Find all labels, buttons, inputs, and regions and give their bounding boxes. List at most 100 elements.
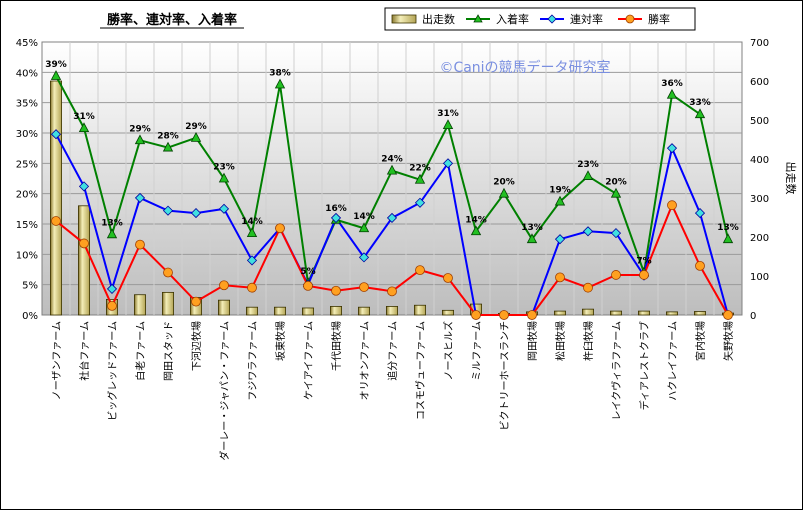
y-tick-label: 0% — [22, 311, 38, 322]
triangle-marker — [610, 187, 622, 198]
circle-marker — [471, 310, 481, 320]
data-label: 23% — [213, 163, 235, 173]
diamond-marker — [694, 208, 706, 219]
data-label: 19% — [549, 186, 571, 196]
category-label: ビクトリーホースランチ — [499, 321, 511, 431]
triangle-marker — [50, 70, 62, 80]
circle-marker — [135, 239, 145, 250]
y2-tick-label: 700 — [750, 38, 769, 49]
data-label: 38% — [269, 68, 291, 78]
triangle-marker — [162, 141, 174, 152]
y2-tick-label: 0 — [750, 311, 756, 322]
triangle-marker — [470, 225, 482, 236]
diamond-marker — [330, 212, 342, 223]
circle-marker — [443, 273, 453, 283]
circle-marker — [191, 296, 201, 307]
y-tick-label: 25% — [16, 159, 38, 170]
triangle-marker — [386, 164, 398, 175]
y2-tick-label: 500 — [750, 116, 769, 127]
category-label: フジワラファーム — [247, 321, 259, 401]
category-label: 白老ファーム — [134, 321, 147, 381]
data-label: 5% — [300, 267, 315, 277]
bar — [78, 205, 91, 316]
y-tick-label: 10% — [16, 250, 38, 261]
circle-marker — [107, 300, 117, 311]
triangle-marker — [414, 173, 426, 184]
y2-tick-label: 100 — [750, 272, 769, 283]
circle-marker — [611, 270, 621, 280]
data-label: 29% — [129, 124, 151, 134]
circle-marker — [275, 223, 285, 234]
category-label: ダーレー・ジャパン・ファーム — [218, 321, 231, 461]
y2-axis-label: 出走数 — [784, 162, 798, 195]
data-label: 20% — [493, 178, 515, 188]
circle-marker — [555, 272, 565, 283]
y2-tick-label: 400 — [750, 155, 769, 166]
diamond-marker — [442, 158, 454, 169]
bar — [441, 309, 454, 316]
data-label: 33% — [689, 98, 711, 108]
category-label: ミルファーム — [471, 321, 483, 381]
y2-tick-label: 600 — [750, 77, 769, 88]
category-label: ケイアイファーム — [303, 321, 315, 400]
category-label: ビッグレッドファーム — [106, 321, 119, 421]
diamond-marker — [246, 255, 258, 266]
bar — [329, 306, 342, 316]
circle-marker — [51, 216, 61, 226]
circle-marker — [583, 282, 593, 293]
y-tick-label: 40% — [16, 68, 38, 79]
bar — [638, 310, 651, 316]
bar — [582, 308, 595, 316]
category-label: 岡田スタッド — [163, 321, 175, 381]
chart-title: 勝率、連対率、入着率 — [107, 12, 237, 28]
y-tick-label: 30% — [16, 129, 38, 140]
category-label: 矢野牧場 — [722, 321, 735, 361]
legend-marker — [547, 14, 557, 24]
legend-swatch — [391, 14, 417, 24]
category-label: ハクレイファーム — [667, 321, 679, 401]
category-label: レイクヴィラファーム — [610, 321, 623, 421]
y-tick-label: 15% — [16, 220, 38, 231]
bar — [217, 299, 230, 316]
legend: 出走数 入着率 連対率 勝率 — [384, 7, 696, 31]
circle-marker — [331, 285, 341, 296]
y-tick-label: 20% — [16, 190, 38, 201]
category-label: 下河辺牧場 — [190, 321, 203, 371]
data-label: 39% — [45, 60, 67, 70]
y-tick-label: 45% — [16, 38, 38, 49]
triangle-marker — [498, 187, 510, 198]
diamond-marker — [386, 212, 398, 223]
circle-marker — [79, 238, 89, 249]
triangle-marker — [218, 172, 230, 183]
circle-marker — [359, 282, 369, 292]
data-label: 13% — [101, 218, 123, 228]
category-label: 岡田牧場 — [526, 321, 539, 361]
diamond-marker — [554, 234, 566, 245]
triangle-marker — [526, 233, 538, 244]
watermark: ©Caniの競馬データ研究室 — [439, 59, 610, 76]
y2-tick-label: 200 — [750, 233, 769, 244]
category-label: 松田牧場 — [554, 321, 567, 361]
triangle-marker — [134, 134, 146, 145]
circle-marker — [415, 265, 425, 276]
diamond-marker — [190, 208, 202, 219]
triangle-marker — [358, 222, 370, 233]
circle-marker — [667, 200, 677, 211]
diamond-marker — [106, 283, 118, 294]
data-label: 29% — [185, 122, 207, 132]
bar — [554, 310, 567, 316]
legend-label: 出走数 — [422, 12, 455, 26]
data-label: 7% — [636, 257, 651, 267]
legend-marker — [625, 14, 635, 24]
circle-marker — [723, 310, 733, 320]
triangle-marker — [442, 119, 454, 130]
line-markers — [50, 70, 734, 321]
data-label: 24% — [381, 155, 403, 165]
category-labels: ノーザンファーム 社台ファーム ビッグレッドファーム 白老ファーム 岡田スタッド 下河辺牧… — [51, 321, 735, 461]
plot-area — [41, 41, 743, 316]
circle-marker — [639, 270, 649, 280]
triangle-marker — [694, 108, 706, 119]
category-label: 追分ファーム — [386, 321, 399, 381]
category-label: ノースヒルズ — [442, 321, 455, 381]
data-label: 22% — [409, 164, 431, 174]
